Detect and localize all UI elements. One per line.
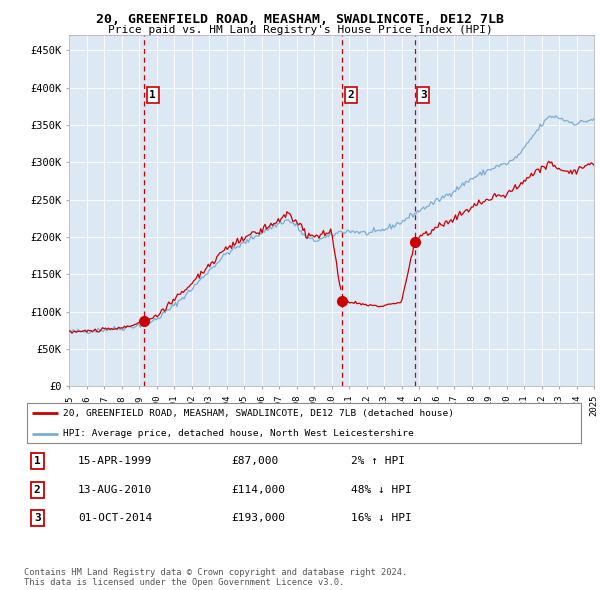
Text: 48% ↓ HPI: 48% ↓ HPI (351, 485, 412, 494)
Text: £87,000: £87,000 (231, 457, 278, 466)
Text: HPI: Average price, detached house, North West Leicestershire: HPI: Average price, detached house, Nort… (63, 429, 414, 438)
Text: £193,000: £193,000 (231, 513, 285, 523)
Text: Contains HM Land Registry data © Crown copyright and database right 2024.
This d: Contains HM Land Registry data © Crown c… (24, 568, 407, 587)
Text: 01-OCT-2014: 01-OCT-2014 (78, 513, 152, 523)
Text: 20, GREENFIELD ROAD, MEASHAM, SWADLINCOTE, DE12 7LB: 20, GREENFIELD ROAD, MEASHAM, SWADLINCOT… (96, 13, 504, 26)
Text: 20, GREENFIELD ROAD, MEASHAM, SWADLINCOTE, DE12 7LB (detached house): 20, GREENFIELD ROAD, MEASHAM, SWADLINCOT… (63, 409, 454, 418)
Text: 13-AUG-2010: 13-AUG-2010 (78, 485, 152, 494)
Text: 3: 3 (34, 513, 41, 523)
Text: £114,000: £114,000 (231, 485, 285, 494)
Text: 1: 1 (34, 457, 41, 466)
Text: 3: 3 (420, 90, 427, 100)
Text: 16% ↓ HPI: 16% ↓ HPI (351, 513, 412, 523)
FancyBboxPatch shape (27, 404, 581, 443)
Text: 2% ↑ HPI: 2% ↑ HPI (351, 457, 405, 466)
Text: 1: 1 (149, 90, 156, 100)
Text: 15-APR-1999: 15-APR-1999 (78, 457, 152, 466)
Text: 2: 2 (347, 90, 355, 100)
Text: Price paid vs. HM Land Registry's House Price Index (HPI): Price paid vs. HM Land Registry's House … (107, 25, 493, 35)
Text: 2: 2 (34, 485, 41, 494)
